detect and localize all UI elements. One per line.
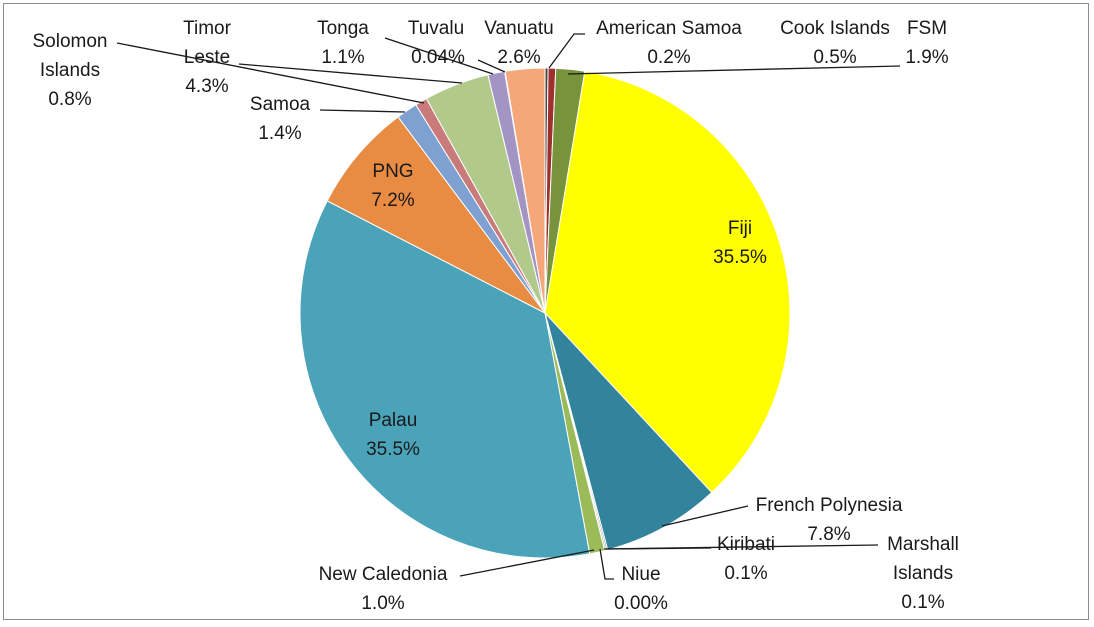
leader-line-american-samoa	[548, 33, 585, 69]
slice-label-marshall-islands: Marshall Islands 0.1%	[887, 534, 959, 613]
slice-label-american-samoa: American Samoa 0.2%	[596, 18, 742, 68]
slice-labels: American Samoa 0.2% Cook Islands 0.5% FSM 1.9…	[33, 18, 959, 614]
leader-line-tonga	[384, 37, 494, 75]
slice-label-palau: Palau 35.5%	[366, 410, 420, 460]
slice-label-french-polynesia: French Polynesia 7.8%	[756, 495, 903, 545]
slice-label-niue: Niue 0.00%	[614, 564, 668, 614]
leader-line-kiribati	[603, 547, 712, 550]
leader-line-timor-leste	[238, 63, 463, 84]
slice-label-png: PNG 7.2%	[371, 161, 414, 211]
pie-slice-vanuatu	[504, 67, 546, 314]
slice-label-fsm: FSM 1.9%	[905, 18, 948, 68]
leader-line-fsm	[567, 65, 901, 75]
slice-label-cook-islands: Cook Islands 0.5%	[780, 18, 890, 68]
pie-slice-palau	[299, 200, 591, 559]
slice-label-samoa: Samoa 1.4%	[250, 94, 311, 144]
slice-label-tuvalu: Tuvalu 0.04%	[408, 18, 465, 68]
slice-label-fiji: Fiji 35.5%	[713, 218, 767, 268]
leader-line-new-caledonia	[459, 549, 595, 577]
pie-slices	[299, 67, 791, 559]
pie-slice-fiji	[544, 70, 791, 494]
leader-line-niue	[599, 548, 614, 580]
slice-label-tonga: Tonga 1.1%	[317, 18, 369, 68]
leader-line-french-polynesia	[661, 505, 749, 527]
leader-line-solomon-islands	[116, 42, 425, 104]
slice-label-kiribati: Kiribati 0.1%	[717, 534, 775, 584]
leader-line-samoa	[319, 109, 406, 113]
slice-label-timor-leste: Timor Leste 4.3%	[183, 18, 232, 97]
leader-line-tuvalu	[477, 59, 506, 73]
slice-label-new-caledonia: New Caledonia 1.0%	[319, 564, 448, 614]
slice-label-solomon-islands: Solomon Islands 0.8%	[33, 31, 108, 110]
leader-lines	[116, 33, 901, 580]
pie-slice-png	[326, 116, 546, 314]
slice-label-vanuatu: Vanuatu 2.6%	[484, 18, 553, 68]
